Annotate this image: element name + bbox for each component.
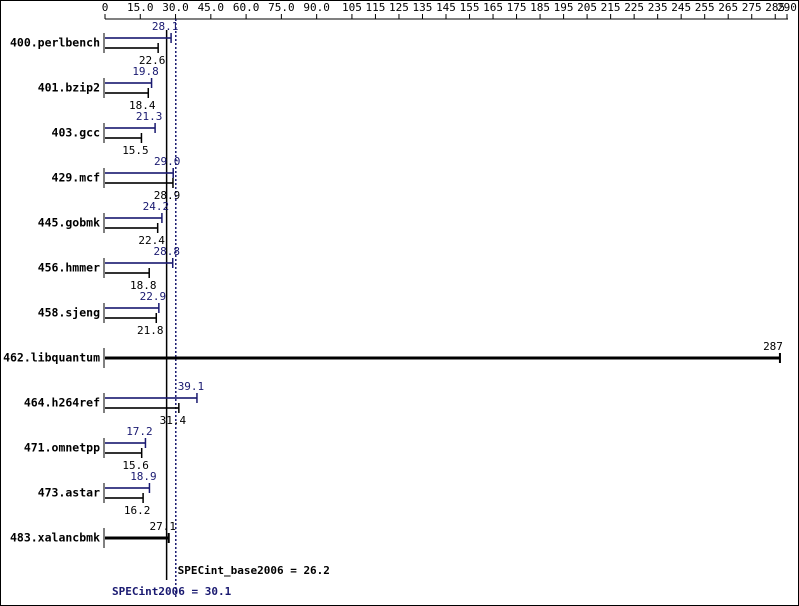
bar [105,172,174,174]
bar [105,47,159,49]
value-label: 287 [763,340,783,353]
category-label: 429.mcf [52,171,101,185]
reference-label: SPECint_base2006 = 26.2 [178,564,330,577]
x-tick-label: 225 [624,1,644,14]
category-label: 445.gobmk [38,216,100,230]
x-tick-label: 275 [742,1,762,14]
bar [105,37,172,39]
value-label: 15.5 [122,144,149,157]
category-label: 483.xalancbmk [10,531,100,545]
bar [105,442,146,444]
x-tick-label: 165 [483,1,503,14]
category-label: 462.libquantum [3,351,100,365]
category-label: 400.perlbench [10,36,100,50]
bar [105,217,162,219]
reference-label: SPECint2006 = 30.1 [112,585,232,598]
bar [105,127,156,129]
bar [105,536,169,540]
x-tick-label: 290 [777,1,797,14]
bar [105,317,157,319]
x-tick-label: 285 [765,1,785,14]
bar [105,182,173,184]
value-label: 15.6 [122,459,149,472]
bar [105,397,197,399]
value-label: 21.8 [137,324,164,337]
value-label: 28.9 [154,189,181,202]
value-label: 18.9 [130,470,157,483]
value-label: 39.1 [178,380,205,393]
x-tick-label: 135 [413,1,433,14]
category-label: 456.hmmer [38,261,100,275]
x-tick-label: 245 [671,1,691,14]
x-tick-label: 105 [342,1,362,14]
x-tick-label: 145 [436,1,456,14]
x-tick-label: 125 [389,1,409,14]
x-tick-label: 60.0 [233,1,260,14]
x-tick-label: 235 [648,1,668,14]
x-tick-label: 265 [718,1,738,14]
value-label: 22.9 [140,290,167,303]
x-tick-label: 30.0 [162,1,189,14]
value-label: 22.6 [139,54,166,67]
x-tick-label: 195 [554,1,574,14]
value-label: 22.4 [138,234,165,247]
value-label: 27.1 [149,520,176,533]
value-label: 24.2 [143,200,170,213]
x-tick-label: 205 [577,1,597,14]
bar [105,262,173,264]
x-tick-label: 115 [366,1,386,14]
bar [105,227,158,229]
value-label: 18.8 [130,279,157,292]
x-tick-label: 175 [507,1,527,14]
bar [105,407,179,409]
value-label: 18.4 [129,99,156,112]
value-label: 29.0 [154,155,181,168]
category-label: 458.sjeng [38,306,100,320]
x-tick-label: 255 [695,1,715,14]
bar [105,356,780,360]
value-label: 16.2 [124,504,151,517]
bar [105,272,150,274]
x-tick-label: 90.0 [303,1,330,14]
x-tick-label: 155 [460,1,480,14]
category-label: 403.gcc [52,126,100,140]
x-tick-label: 45.0 [198,1,225,14]
value-label: 28.8 [153,245,180,258]
x-tick-label: 0 [102,1,109,14]
value-label: 28.1 [152,20,179,33]
x-tick-label: 215 [601,1,621,14]
x-tick-label: 75.0 [268,1,295,14]
category-label: 401.bzip2 [38,81,100,95]
bar [105,497,144,499]
bar [105,92,149,94]
bar [105,137,142,139]
bar [105,82,152,84]
bar [105,452,142,454]
value-label: 17.2 [126,425,153,438]
value-label: 19.8 [132,65,159,78]
bar [105,307,159,309]
category-label: 473.astar [38,486,100,500]
value-label: 21.3 [136,110,163,123]
category-label: 471.omnetpp [24,441,100,455]
x-tick-label: 185 [530,1,550,14]
category-label: 464.h264ref [24,396,100,410]
x-tick-label: 15.0 [127,1,154,14]
bar [105,487,150,489]
value-label: 31.4 [160,414,187,427]
